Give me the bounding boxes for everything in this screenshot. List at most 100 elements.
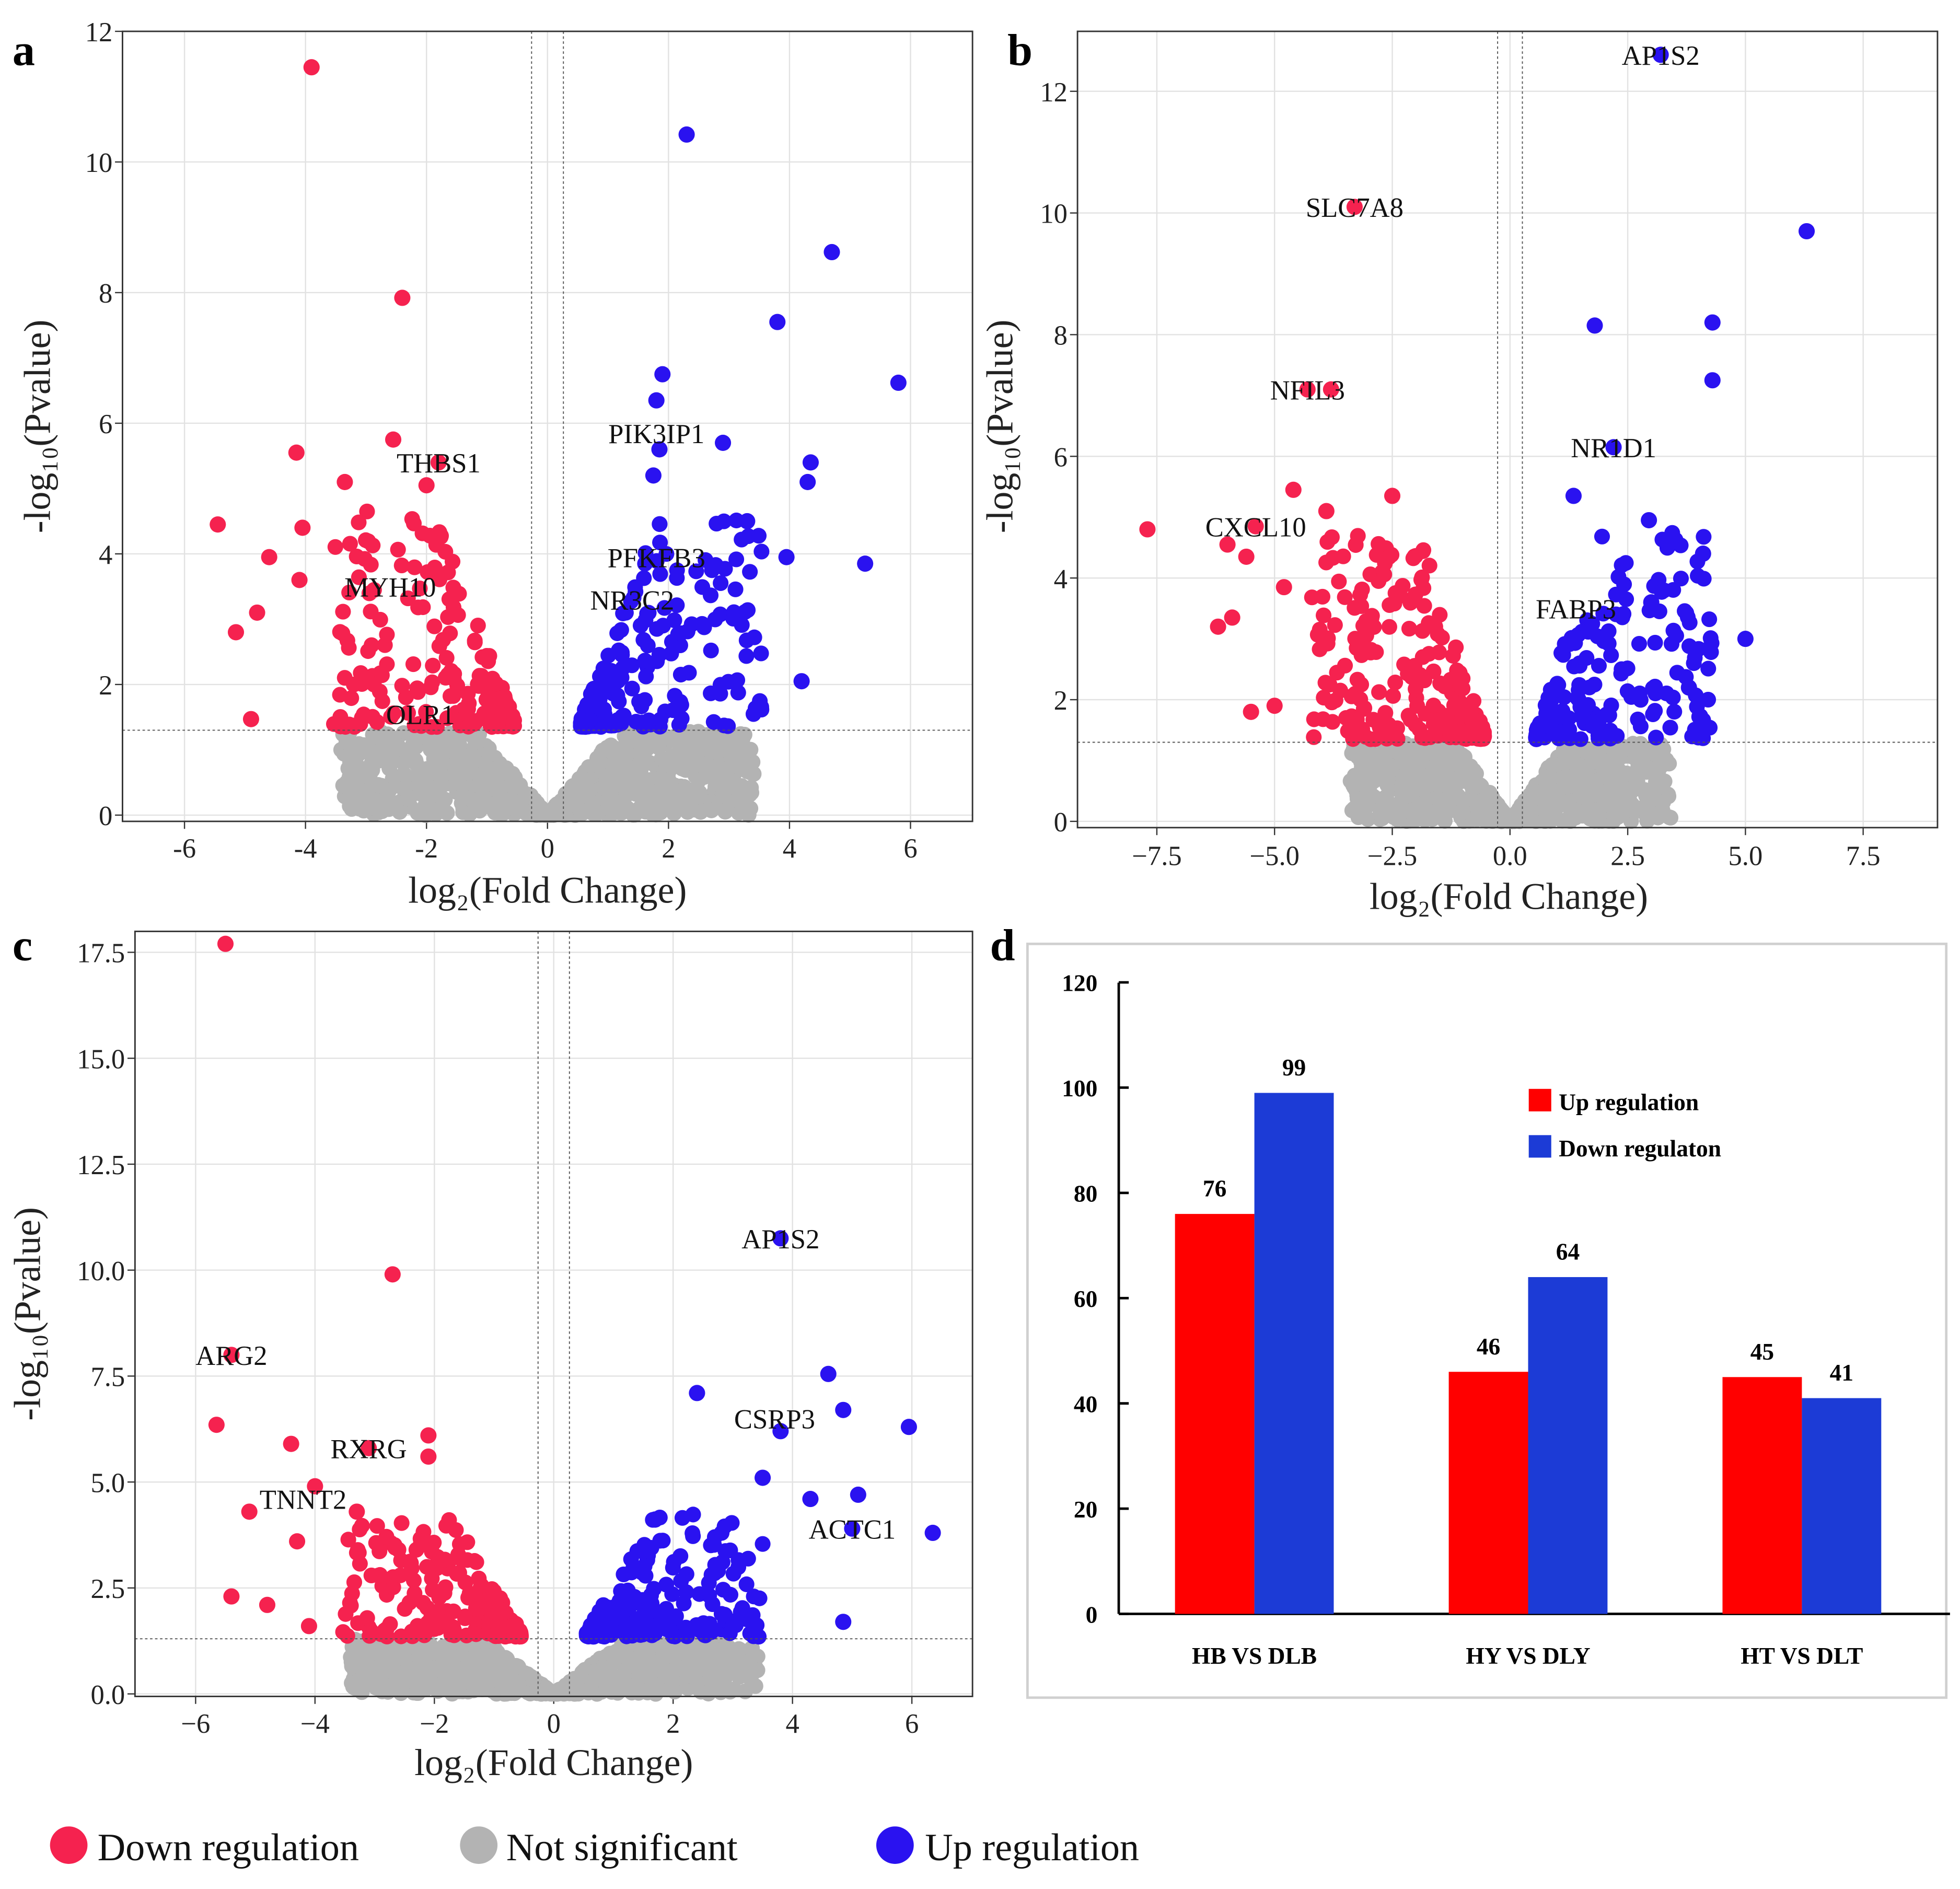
point-down-regulation xyxy=(361,1440,377,1456)
point-down-regulation xyxy=(1381,619,1397,635)
point-down-regulation xyxy=(335,1624,351,1640)
point-not-significant xyxy=(624,1685,640,1701)
point-down-regulation xyxy=(473,1592,490,1608)
point-down-regulation xyxy=(1432,607,1448,623)
point-up-regulation xyxy=(1647,634,1663,651)
point-up-regulation xyxy=(1631,635,1648,652)
point-up-regulation xyxy=(599,716,615,732)
point-up-regulation xyxy=(1572,657,1588,674)
point-down-regulation xyxy=(259,1596,276,1613)
point-not-significant xyxy=(381,783,397,799)
point-not-significant xyxy=(1463,774,1479,791)
point-up-regulation xyxy=(609,625,625,641)
point-not-significant xyxy=(1470,809,1486,826)
point-not-significant xyxy=(343,748,359,764)
y-tick-label: 2 xyxy=(99,670,112,701)
point-not-significant xyxy=(652,804,668,821)
gene-label: NFIL3 xyxy=(1270,375,1345,405)
point-up-regulation xyxy=(802,454,819,471)
point-down-regulation xyxy=(1346,199,1363,215)
point-up-regulation xyxy=(727,581,744,597)
point-up-regulation xyxy=(753,645,769,662)
point-down-regulation xyxy=(332,624,348,640)
point-up-regulation xyxy=(631,1616,647,1632)
point-down-regulation xyxy=(392,1567,409,1583)
point-not-significant xyxy=(1418,806,1434,822)
point-down-regulation xyxy=(1421,558,1437,574)
point-up-regulation xyxy=(1645,680,1661,697)
point-up-regulation xyxy=(1673,571,1689,587)
point-not-significant xyxy=(453,1676,469,1693)
point-not-significant xyxy=(1637,782,1653,798)
point-down-regulation xyxy=(1238,548,1255,565)
point-down-regulation xyxy=(419,1559,435,1575)
point-up-regulation xyxy=(1643,594,1660,611)
point-up-regulation xyxy=(1580,624,1596,640)
y-tick-label: 10.0 xyxy=(77,1256,125,1287)
point-up-regulation xyxy=(1641,512,1657,529)
point-not-significant xyxy=(564,783,580,799)
point-up-regulation xyxy=(624,680,640,697)
point-not-significant xyxy=(342,798,358,814)
point-up-regulation xyxy=(632,618,649,634)
panel-letter-b: b xyxy=(1007,25,1033,75)
point-not-significant xyxy=(1447,743,1463,759)
point-up-regulation xyxy=(738,1576,755,1592)
x-tick-label: 4 xyxy=(783,833,796,864)
category-label: HB VS DLB xyxy=(1192,1642,1317,1669)
point-down-regulation xyxy=(470,618,486,634)
bar-value-label: 45 xyxy=(1750,1338,1774,1365)
y-tick-label: 40 xyxy=(1074,1390,1097,1417)
y-tick-label: 12 xyxy=(1040,77,1068,108)
x-tick-label: −5.0 xyxy=(1250,841,1300,872)
point-down-regulation xyxy=(1352,587,1368,603)
point-down-regulation xyxy=(1425,698,1442,714)
point-not-significant xyxy=(431,1645,447,1662)
point-not-significant xyxy=(1416,747,1433,763)
y-axis-label: -log₁₀(Pvalue) xyxy=(7,1207,49,1421)
point-not-significant xyxy=(1555,794,1571,810)
point-down-regulation xyxy=(1367,731,1383,747)
point-up-regulation xyxy=(1594,528,1610,544)
point-up-regulation xyxy=(580,1624,596,1640)
y-tick-label: 20 xyxy=(1074,1496,1097,1523)
point-not-significant xyxy=(1627,746,1643,762)
point-not-significant xyxy=(447,743,463,759)
point-up-regulation xyxy=(1647,703,1663,719)
point-down-regulation xyxy=(355,706,372,723)
point-up-regulation xyxy=(772,1230,789,1247)
point-down-regulation xyxy=(486,1627,502,1643)
point-up-regulation xyxy=(652,535,668,551)
point-not-significant xyxy=(340,760,356,777)
point-down-regulation xyxy=(384,1266,401,1283)
y-axis-label: -log₁₀(Pvalue) xyxy=(979,320,1021,534)
point-not-significant xyxy=(377,1658,393,1674)
x-tick-label: 4 xyxy=(786,1709,799,1739)
point-not-significant xyxy=(489,780,505,796)
x-tick-label: 5.0 xyxy=(1728,841,1762,872)
point-not-significant xyxy=(525,1671,541,1687)
point-not-significant xyxy=(588,1663,604,1680)
point-up-regulation xyxy=(1528,729,1544,745)
point-down-regulation xyxy=(1309,627,1326,643)
point-up-regulation xyxy=(611,642,627,658)
point-down-regulation xyxy=(349,548,365,564)
point-not-significant xyxy=(1561,812,1578,828)
bar-value-label: 41 xyxy=(1830,1359,1853,1386)
point-not-significant xyxy=(365,727,381,743)
point-up-regulation xyxy=(857,555,874,572)
point-up-regulation xyxy=(728,551,745,567)
point-down-regulation xyxy=(424,674,440,690)
point-down-regulation xyxy=(359,1610,375,1626)
point-up-regulation xyxy=(890,374,907,391)
point-down-regulation xyxy=(467,634,483,651)
point-not-significant xyxy=(358,1652,375,1668)
legend-swatch xyxy=(1528,1088,1551,1111)
point-up-regulation xyxy=(652,566,668,582)
point-down-regulation xyxy=(307,1478,323,1494)
point-up-regulation xyxy=(720,674,736,690)
point-down-regulation xyxy=(437,1551,453,1568)
point-up-regulation xyxy=(1701,720,1718,736)
gene-label: NR1D1 xyxy=(1571,433,1656,463)
point-not-significant xyxy=(494,1679,511,1695)
